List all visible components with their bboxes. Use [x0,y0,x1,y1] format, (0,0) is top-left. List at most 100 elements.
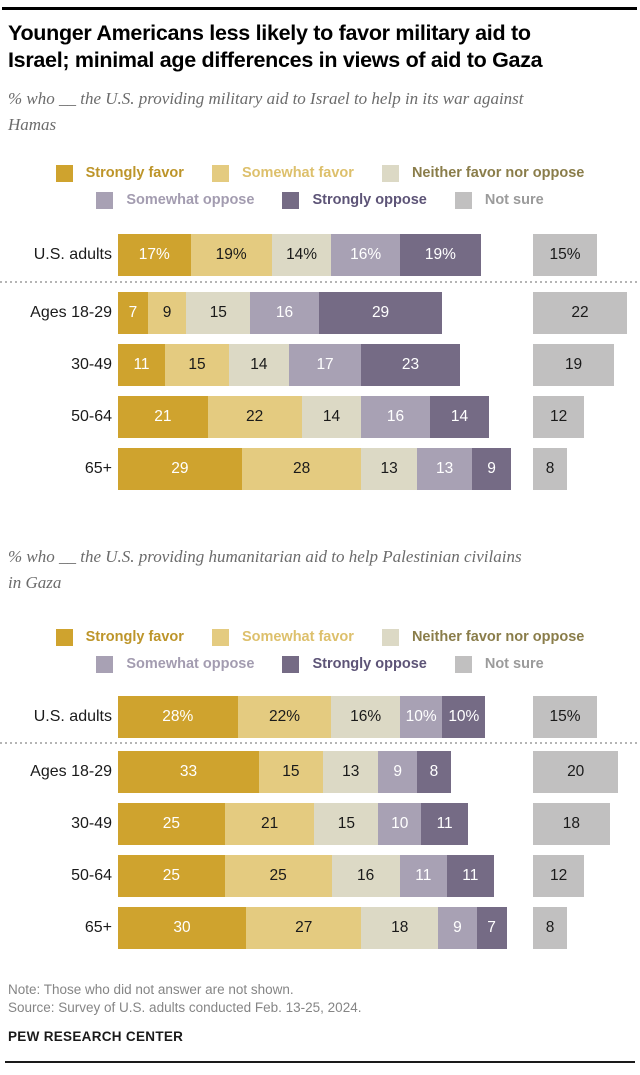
segment-value: 13 [342,763,360,780]
legend-row: Strongly favor Somewhat favor Neither favo… [0,628,640,646]
legend-label: Somewhat favor [241,629,354,645]
legend-item: Strongly oppose [282,191,427,209]
segment-value: 28% [162,708,194,725]
segment-value: 17 [316,356,334,373]
bar-segment: 28% [118,696,238,738]
segment-value: 9 [453,919,462,936]
segment-value: 15 [337,815,356,832]
bar-row: 50-64 25 25 16 11 11 12 [0,855,640,897]
not-sure-bar: 15% [533,234,598,276]
legend-item: Strongly oppose [282,655,427,673]
bar-segment: 15 [314,803,379,845]
segment-value: 14 [450,408,469,425]
legend-item: Somewhat favor [211,164,354,182]
bar-segment: 21 [224,803,315,845]
row-label: 30-49 [71,356,112,373]
segment-value: 10% [405,708,437,725]
page-title: Younger Americans less likely to favor m… [8,21,543,72]
segment-value: 9 [162,304,172,321]
bar-segment: 9 [472,448,511,490]
legend-item: Somewhat favor [211,628,354,646]
segment-value: 19% [424,246,456,263]
chart1-legend: Strongly favor Somewhat favor Neither favo… [0,164,640,218]
bar-segment: 14 [429,396,490,438]
bar-segment: 33 [118,751,259,793]
stacked-bar: 25 25 16 11 11 [118,855,494,897]
not-sure-bar: 19 [533,344,615,386]
segment-value: 23 [401,356,420,373]
not-sure-bar: 12 [533,855,585,897]
legend-label: Strongly favor [85,629,184,645]
legend-row: Somewhat oppose Strongly oppose Not sure [0,655,640,673]
bar-segment: 11 [399,855,447,897]
segment-value: 16% [350,246,382,263]
segment-value: 25 [269,867,287,884]
segment-value: 16 [357,867,375,884]
bar-segment: 29 [318,292,443,334]
bar-segment: 25 [224,855,332,897]
not-sure-bar: 12 [533,396,585,438]
chart2-separator [0,742,640,744]
legend-label: Strongly oppose [312,656,427,672]
segment-value: 13 [380,460,398,477]
bar-row: 65+ 29 28 13 13 9 8 [0,448,640,490]
chart2-legend: Strongly favor Somewhat favor Neither favo… [0,628,640,682]
segment-value: 11 [415,867,432,884]
legend-label: Neither favor nor oppose [411,629,585,645]
legend-item: Strongly favor [55,628,184,646]
bar-segment: 29 [118,448,242,490]
bar-segment: 27 [246,907,362,949]
bar-segment: 16% [331,696,400,738]
bar-row: 30-49 11 15 14 17 23 19 [0,344,640,386]
segment-value: 8 [429,763,439,780]
chart1-separator [0,281,640,283]
bar-row: U.S. adults 28% 22% 16% 10% 10% 15% [0,696,640,738]
bar-segment: 9 [438,907,477,949]
legend-item: Somewhat oppose [96,655,254,673]
segment-value: 29 [371,304,390,321]
legend-item: Not sure [454,191,544,209]
segment-value: 29 [171,460,189,477]
bar-segment: 11 [118,344,165,386]
legend-item: Neither favor nor oppose [381,164,585,182]
segment-value: 21 [154,408,172,425]
bar-segment: 10% [442,696,486,738]
legend-item: Not sure [454,655,544,673]
row-label: 50-64 [71,867,112,884]
bar-segment: 10 [378,803,422,845]
bar-row: Ages 18-29 33 15 13 9 8 20 [0,751,640,793]
bar-segment: 9 [147,292,187,334]
segment-value: 14 [250,356,268,373]
bar-segment: 16 [331,855,400,897]
row-label: 50-64 [71,408,112,425]
not-sure-bar: 18 [533,803,610,845]
bar-segment: 9 [378,751,417,793]
segment-value: 11 [436,815,453,832]
bar-segment: 7 [476,907,507,949]
row-label: Ages 18-29 [30,304,112,321]
row-label: U.S. adults [33,708,112,725]
bar-segment: 25 [118,855,225,897]
chart1-subtitle: % who __ the U.S. providing military aid… [8,89,524,134]
legend-label: Not sure [484,192,544,208]
stacked-bar: 11 15 14 17 23 [118,344,460,386]
legend-swatch [381,164,399,182]
legend-row: Strongly favor Somewhat favor Neither favo… [0,164,640,182]
legend-item: Somewhat oppose [96,191,254,209]
not-sure-bar: 8 [533,448,568,490]
legend-label: Not sure [484,656,544,672]
legend-swatch [381,628,399,646]
bar-segment: 16 [250,292,319,334]
row-label: Ages 18-29 [30,763,112,780]
segment-value: 16 [275,304,294,321]
legend-item: Strongly favor [55,164,184,182]
stacked-bar: 30 27 18 9 7 [118,907,507,949]
legend-label: Strongly oppose [312,192,427,208]
bar-segment: 10% [399,696,443,738]
segment-value: 10 [391,815,409,832]
segment-value: 21 [260,815,279,832]
legend-label: Neither favor nor oppose [411,165,585,181]
segment-value: 13 [436,460,454,477]
segment-value: 25 [162,815,180,832]
